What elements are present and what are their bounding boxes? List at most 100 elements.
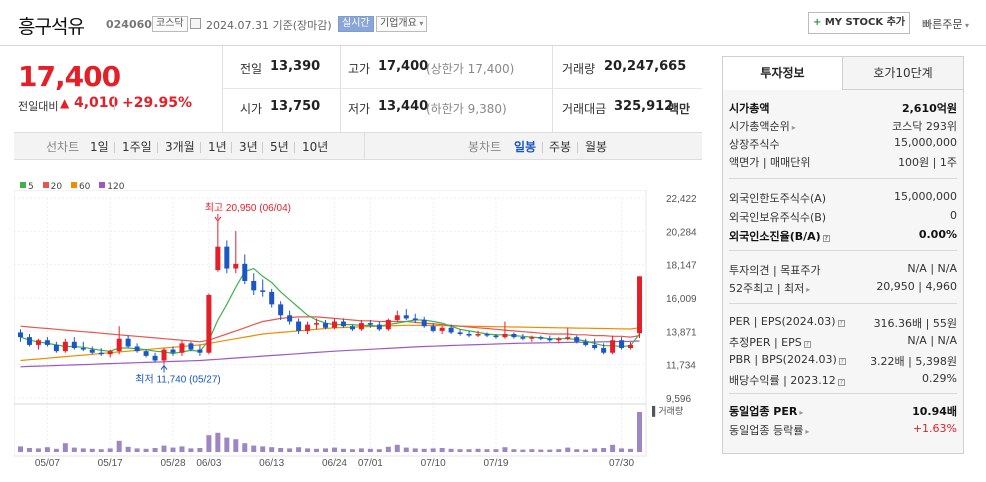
my-stock-label: MY STOCK 추가: [824, 17, 906, 28]
info-icon[interactable]: ?: [837, 379, 845, 386]
chevron-down-icon: ▾: [962, 21, 970, 30]
x-tick-label: 06/13: [259, 458, 284, 469]
tab-1week[interactable]: 1주일: [122, 140, 152, 154]
candle-body: [574, 337, 580, 342]
tab-10years[interactable]: 10년: [302, 140, 329, 154]
volume-bar: [430, 448, 436, 452]
tab-monthly[interactable]: 월봉: [585, 140, 608, 154]
moving-average-60: [20, 324, 640, 362]
candle-body: [367, 323, 373, 325]
tab-daily[interactable]: 일봉: [514, 140, 537, 154]
info-label[interactable]: 시가총액순위 ▸: [729, 120, 796, 133]
chart-legend: 5 20 60 120: [20, 182, 130, 192]
candle-body: [143, 351, 149, 356]
candle-body: [71, 341, 77, 349]
info-icon[interactable]: ?: [822, 235, 830, 242]
info-value: N/A | N/A: [907, 334, 957, 347]
info-value: 15,000,000: [894, 136, 957, 149]
info-icon[interactable]: ?: [838, 358, 846, 365]
current-price: 17,400: [18, 60, 121, 93]
y-tick-label: 18,147: [666, 261, 697, 272]
candle-body: [403, 315, 409, 319]
divider: [729, 393, 957, 394]
candle-body: [260, 290, 266, 292]
x-tick-label: 07/30: [609, 458, 634, 469]
candle-body: [296, 321, 302, 331]
realtime-button[interactable]: 실시간: [338, 16, 374, 32]
x-tick-label: 07/01: [358, 458, 383, 469]
high-annotation: 최고 20,950 (06/04): [205, 202, 291, 214]
info-label: 시가총액: [729, 102, 770, 115]
tab-1day[interactable]: 1일: [90, 140, 109, 154]
info-value: 100원 | 1주: [898, 156, 957, 169]
candle-body: [35, 340, 41, 345]
divider: [729, 178, 957, 179]
candle-body: [134, 346, 140, 352]
candle-body: [457, 332, 463, 335]
candle-body: [323, 323, 329, 328]
tab-orderbook-10[interactable]: 호가10단계: [843, 57, 963, 90]
volume-bar: [89, 448, 95, 452]
info-icon[interactable]: ?: [837, 320, 845, 327]
upper-limit: (상한가 17,400): [426, 62, 515, 76]
volume-bar: [215, 432, 221, 452]
tab-investment-info[interactable]: 투자정보: [723, 57, 843, 90]
volume-bar: [358, 448, 364, 452]
candle-body: [80, 348, 86, 350]
volume-bar: [188, 448, 194, 452]
low-value: 13,440: [378, 99, 429, 114]
candle-body: [107, 351, 113, 355]
candle-body: [242, 263, 248, 281]
my-stock-add-button[interactable]: + MY STOCK 추가: [808, 12, 910, 34]
candle-body: [493, 335, 499, 338]
volume-bar: [439, 448, 445, 452]
volume-bar: [574, 449, 580, 452]
candle-body: [161, 349, 167, 361]
volume-bar: [610, 444, 616, 452]
info-label[interactable]: 동일업종 등락률 ▸: [729, 424, 810, 437]
info-label[interactable]: 52주최고 | 최저 ▸: [729, 282, 811, 295]
info-value: 2,610억원: [901, 102, 957, 115]
volume-bar: [493, 449, 499, 452]
divider: [294, 142, 295, 153]
chart-period-tabs: 선차트 1일 1주일 3개월 1년 3년 5년 10년 봉차트 일봉 주봉 월봉: [14, 132, 702, 160]
volume-bar: [197, 448, 203, 452]
candle-body: [53, 344, 59, 352]
volume-bar: [511, 449, 517, 452]
candle-body: [565, 337, 571, 339]
divider: [222, 88, 702, 89]
info-label[interactable]: 동일업종 PER ▸: [729, 405, 804, 418]
plus-icon: +: [812, 17, 822, 28]
moving-average-120: [20, 340, 640, 368]
company-overview-dropdown[interactable]: 기업개요 ▾: [376, 16, 428, 32]
company-name: 흥구석유: [18, 16, 85, 38]
info-label: 외국인소진율(B/A)?: [729, 230, 830, 243]
volume-bar: [421, 448, 427, 452]
info-icon[interactable]: ?: [803, 341, 811, 348]
legend-ma60: 60: [70, 182, 90, 192]
tab-3years[interactable]: 3년: [239, 140, 258, 154]
volume-bar: [547, 449, 553, 452]
volume-bar: [385, 446, 391, 452]
tab-3months[interactable]: 3개월: [165, 140, 195, 154]
tab-1year[interactable]: 1년: [208, 140, 227, 154]
tab-weekly[interactable]: 주봉: [549, 140, 572, 154]
price-change: 4,010: [74, 95, 119, 111]
volume-bar: [206, 435, 212, 452]
stock-chart[interactable]: 22,422 20,284 18,147 16,009 13,871 11,734 9,59…: [14, 190, 704, 470]
volume-bar: [116, 440, 122, 452]
volume-bar: [529, 449, 535, 452]
quick-order-link[interactable]: 빠른주문 ▾: [922, 16, 969, 32]
tab-5years[interactable]: 5년: [270, 140, 289, 154]
investment-info-body: 시가총액 2,610억원 시가총액순위 ▸ 코스닥 293위 상장주식수 15,000,00…: [723, 90, 963, 453]
chevron-right-icon: ▸: [806, 285, 811, 294]
volume-bar: [44, 447, 50, 452]
divider: [729, 250, 957, 251]
volume-bar: [179, 446, 185, 452]
candle-body: [278, 304, 284, 316]
candle-body: [89, 349, 95, 353]
divider: [577, 142, 578, 153]
y-tick-label: 22,422: [666, 194, 697, 205]
candle-body: [394, 315, 400, 320]
